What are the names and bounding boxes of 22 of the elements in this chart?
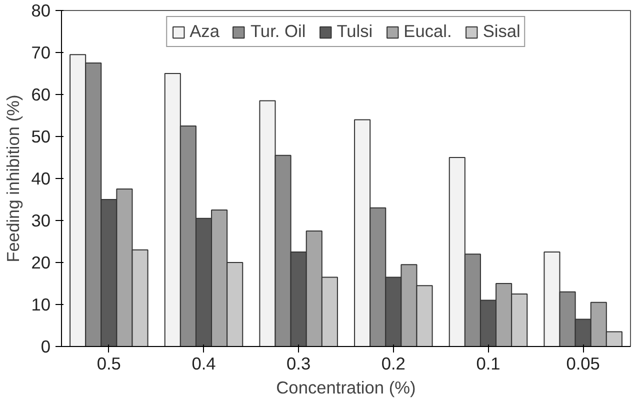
x-tick-label: 0.1	[476, 354, 500, 374]
y-tick-label: 0	[40, 336, 51, 356]
y-tick-label: 60	[31, 84, 51, 104]
y-tick-label: 20	[31, 252, 51, 272]
legend-label: Eucal.	[404, 21, 452, 42]
x-axis-title: Concentration (%)	[276, 378, 416, 398]
x-tick-label: 0.05	[566, 354, 600, 374]
y-tick-label: 30	[31, 210, 51, 230]
x-tick-label: 0.2	[381, 354, 406, 374]
y-tick-label: 10	[31, 294, 51, 314]
x-tick-label: 0.3	[286, 354, 311, 374]
legend-label: Tulsi	[336, 21, 373, 42]
legend-label: Aza	[190, 21, 220, 42]
x-tick-label: 0.4	[192, 354, 216, 374]
y-axis-title: Feeding inhibition (%)	[3, 94, 24, 262]
y-tick-label: 80	[31, 0, 51, 20]
y-tick-label: 50	[31, 126, 51, 146]
legend-label: Sisal	[482, 21, 520, 42]
y-tick-label: 40	[31, 168, 51, 188]
legend-label: Tur. Oil	[250, 21, 306, 42]
x-tick-label: 0.5	[96, 354, 121, 374]
y-tick-label: 70	[31, 42, 51, 62]
